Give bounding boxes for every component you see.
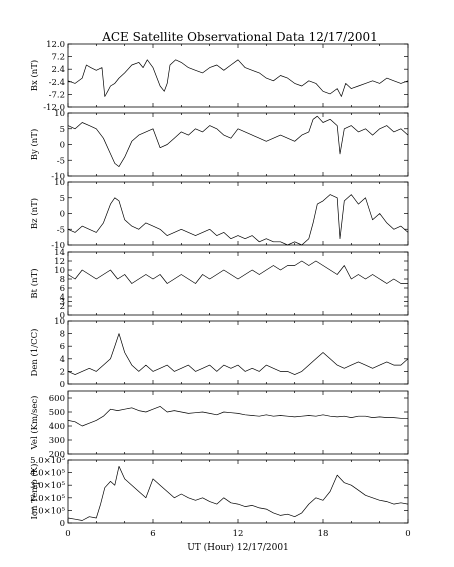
y-tick-label: 4.0×10⁵ [30,469,65,479]
y-tick-label: 3 [60,298,65,308]
series-line [67,465,409,521]
y-tick-label: -5 [57,225,65,235]
y-tick-label: 4 [60,293,65,303]
y-tick-label: 14 [54,248,65,258]
y-tick-label: -12.0 [43,103,65,113]
panel-frame [67,251,409,316]
y-tick-label: 0 [60,311,65,321]
y-tick-label: 0 [60,210,65,220]
x-axis-label: UT (Hour) 12/17/2001 [187,542,289,553]
series-line [67,115,409,167]
y-tick-label: 0 [60,380,65,390]
x-tick-label: 18 [318,529,329,539]
y-tick-label: 7.2 [51,53,65,63]
y-tick-label: 2.0×10⁵ [30,494,65,504]
y-tick-label: 8 [60,275,65,285]
y-axis-label: Den (1/CC) [29,329,40,377]
y-tick-label: 10 [54,317,65,327]
y-tick-label: -10 [51,172,65,182]
panel-7: 5.0×10⁵ 4.0×10⁵ 3.0×10⁵ 2.0×10⁵ 1.0×10⁵ 0 Ion … [29,456,409,529]
y-tick-label: 4 [60,355,65,365]
y-tick-label: 12 [54,257,65,267]
panel-2: 10 5 0 -5 -10 By (nT) [29,109,409,182]
y-tick-label: 2 [60,302,65,312]
y-tick-label: 10 [54,178,65,188]
y-tick-label: 600 [49,394,65,404]
y-tick-label: 3.0×10⁵ [30,481,65,491]
y-tick-label: -2.4 [49,78,65,88]
panel-6: 600 500 400 300 200 Vel (Km/sec) [29,390,409,460]
y-tick-label: 400 [49,422,65,432]
y-tick-label: 5.0×10⁵ [30,456,65,466]
y-tick-label: 1.0×10⁵ [30,506,65,516]
y-axis-label: Bx (nT) [29,60,40,92]
panels: 12.0 7.2 2.4 -2.4 -7.2 -12.0 Bx (nT) 10 5 0 -5 -10 B… [29,40,409,529]
x-tick-labels: 0 6 12 18 0 [65,529,410,539]
y-axis-label: Ion Temp (K) [29,464,40,520]
y-tick-label: 500 [49,408,65,418]
series-line [67,194,409,246]
y-tick-label: 2.4 [51,65,65,75]
y-tick-label: -5 [57,156,65,166]
panel-frame [67,459,409,524]
y-tick-label: 6 [60,342,65,352]
series-line [67,333,409,375]
series-line [67,260,408,284]
y-tick-label: 12.0 [46,40,65,50]
y-tick-label: 6 [60,284,65,294]
x-tick-label: 6 [150,529,155,539]
series-line [67,406,408,427]
panel-1: 12.0 7.2 2.4 -2.4 -7.2 -12.0 Bx (nT) [29,40,409,113]
series-line [67,59,409,97]
panel-frame [67,390,409,455]
y-tick-label: 8 [60,330,65,340]
y-axis-label: Vel (Km/sec) [29,396,40,451]
y-tick-label: 10 [54,266,65,276]
y-tick-label: 300 [49,436,65,446]
y-axis-label: Bt (nT) [29,268,40,298]
y-tick-label: 0 [60,141,65,151]
x-tick-label: 12 [233,529,244,539]
panel-5: 10 8 6 4 2 0 Den (1/CC) [29,317,409,390]
y-axis-label: By (nT) [29,129,40,161]
x-tick-label: 0 [405,529,410,539]
panel-3: 10 5 0 -5 -10 Bz (nT) [29,178,409,251]
y-tick-label: -10 [51,241,65,251]
x-tick-label: 0 [65,529,70,539]
panel-frame [67,320,409,385]
y-tick-label: -7.2 [49,90,65,100]
y-tick-label: 5 [60,125,65,135]
y-tick-label: 2 [60,367,65,377]
chart-title: ACE Satellite Observational Data 12/17/2… [101,30,378,44]
y-tick-label: 0 [60,519,65,529]
y-tick-label: 5 [60,194,65,204]
y-tick-label: 200 [49,450,65,460]
y-axis-label: Bz (nT) [29,198,40,229]
y-tick-label: 10 [54,109,65,119]
panel-frame [67,43,409,108]
